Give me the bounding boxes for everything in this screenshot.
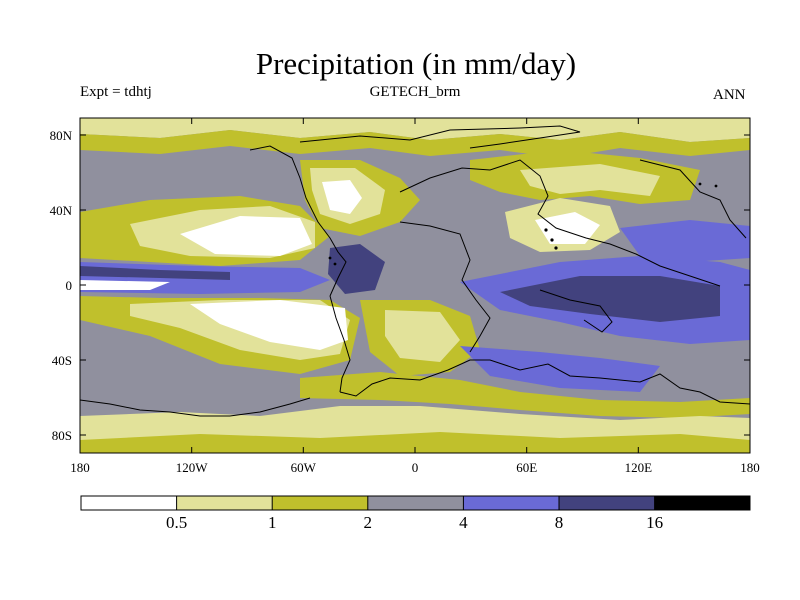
lon-labels: 180 120W 60W 0 60E 120E 180 bbox=[70, 460, 760, 475]
field-central-asia-desert bbox=[535, 212, 600, 244]
island-dot bbox=[554, 246, 558, 250]
island-dot bbox=[714, 184, 718, 188]
island-dot bbox=[544, 228, 548, 232]
colorbar-swatch-7 bbox=[654, 496, 750, 510]
colorbar-label-16: 16 bbox=[646, 513, 663, 532]
island-dot bbox=[550, 238, 554, 242]
lon-label-60e: 60E bbox=[516, 460, 537, 475]
coastlines bbox=[80, 125, 750, 417]
lat-label-80n: 80N bbox=[50, 128, 73, 143]
lat-label-0: 0 bbox=[66, 278, 73, 293]
field-equatorial-dry-tongue bbox=[80, 280, 170, 290]
field-south-pacific-desert bbox=[190, 300, 348, 350]
lon-label-0: 0 bbox=[412, 460, 419, 475]
colorbar-label-0-5: 0.5 bbox=[166, 513, 187, 532]
colorbar: 0.5 1 2 4 8 16 bbox=[80, 495, 751, 532]
island-dot bbox=[698, 182, 702, 186]
field-antarctic-edge bbox=[80, 432, 750, 453]
lat-label-40s: 40S bbox=[52, 353, 72, 368]
experiment-label: Expt = tdhtj bbox=[80, 84, 152, 100]
field-warm-pool-very-wet bbox=[500, 276, 720, 322]
coastline-asia bbox=[399, 159, 721, 287]
field-southern-ocean-band bbox=[300, 372, 750, 418]
colorbar-swatch-3 bbox=[272, 496, 368, 510]
precipitation-field bbox=[80, 118, 750, 453]
lon-label-180-left: 180 bbox=[70, 460, 90, 475]
lon-label-180-right: 180 bbox=[740, 460, 760, 475]
colorbar-frame bbox=[80, 495, 751, 511]
coastline-south-america-west bbox=[329, 295, 351, 393]
field-eurasia-dry bbox=[520, 164, 660, 196]
field-south-atlantic-dry bbox=[385, 310, 460, 362]
coastline-america-west bbox=[249, 145, 347, 297]
lat-label-80s: 80S bbox=[52, 428, 72, 443]
lon-label-60w: 60W bbox=[291, 460, 317, 475]
colorbar-label-4: 4 bbox=[459, 513, 468, 532]
coastline-antarctic-pacific bbox=[80, 397, 311, 417]
colorbar-swatch-5 bbox=[463, 496, 559, 510]
colorbar-swatch-2 bbox=[176, 496, 273, 510]
coastline-india bbox=[539, 289, 613, 333]
coastline-southern bbox=[339, 359, 750, 405]
colorbar-swatch-4 bbox=[367, 496, 464, 510]
axis-ticks bbox=[80, 118, 750, 453]
model-label: GETECH_brm bbox=[369, 84, 461, 100]
lon-label-120e: 120E bbox=[625, 460, 653, 475]
field-arctic-dry bbox=[80, 118, 750, 142]
lon-label-120w: 120W bbox=[176, 460, 209, 475]
colorbar-label-2: 2 bbox=[364, 513, 373, 532]
coastline-east-asia bbox=[639, 159, 747, 239]
field-tropical-land-wet bbox=[328, 244, 385, 294]
colorbar-labels: 0.5 1 2 4 8 16 bbox=[166, 513, 663, 532]
field-itcz-very-wet bbox=[80, 266, 230, 280]
field-east-asia-wet bbox=[620, 220, 750, 262]
field-north-pacific-desert bbox=[180, 216, 312, 256]
lat-label-40n: 40N bbox=[50, 203, 73, 218]
colorbar-dividers bbox=[176, 496, 656, 510]
colorbar-label-8: 8 bbox=[555, 513, 564, 532]
colorbar-swatch-6 bbox=[559, 496, 655, 510]
coastline-arctic bbox=[299, 125, 581, 149]
island-dot bbox=[333, 262, 337, 266]
coastline-africa bbox=[399, 221, 491, 353]
field-south-indian-wet bbox=[460, 346, 660, 392]
small-islands bbox=[328, 182, 718, 266]
field-north-atlantic-desert bbox=[322, 180, 362, 214]
island-dot bbox=[328, 256, 332, 260]
colorbar-swatch-1 bbox=[81, 496, 177, 510]
lat-labels: 80N 40N 0 40S 80S bbox=[50, 128, 73, 443]
map-title: Precipitation (in mm/day) bbox=[255, 46, 577, 81]
field-arctic-band bbox=[80, 130, 750, 158]
season-label: ANN bbox=[713, 87, 746, 103]
colorbar-label-1: 1 bbox=[268, 513, 277, 532]
